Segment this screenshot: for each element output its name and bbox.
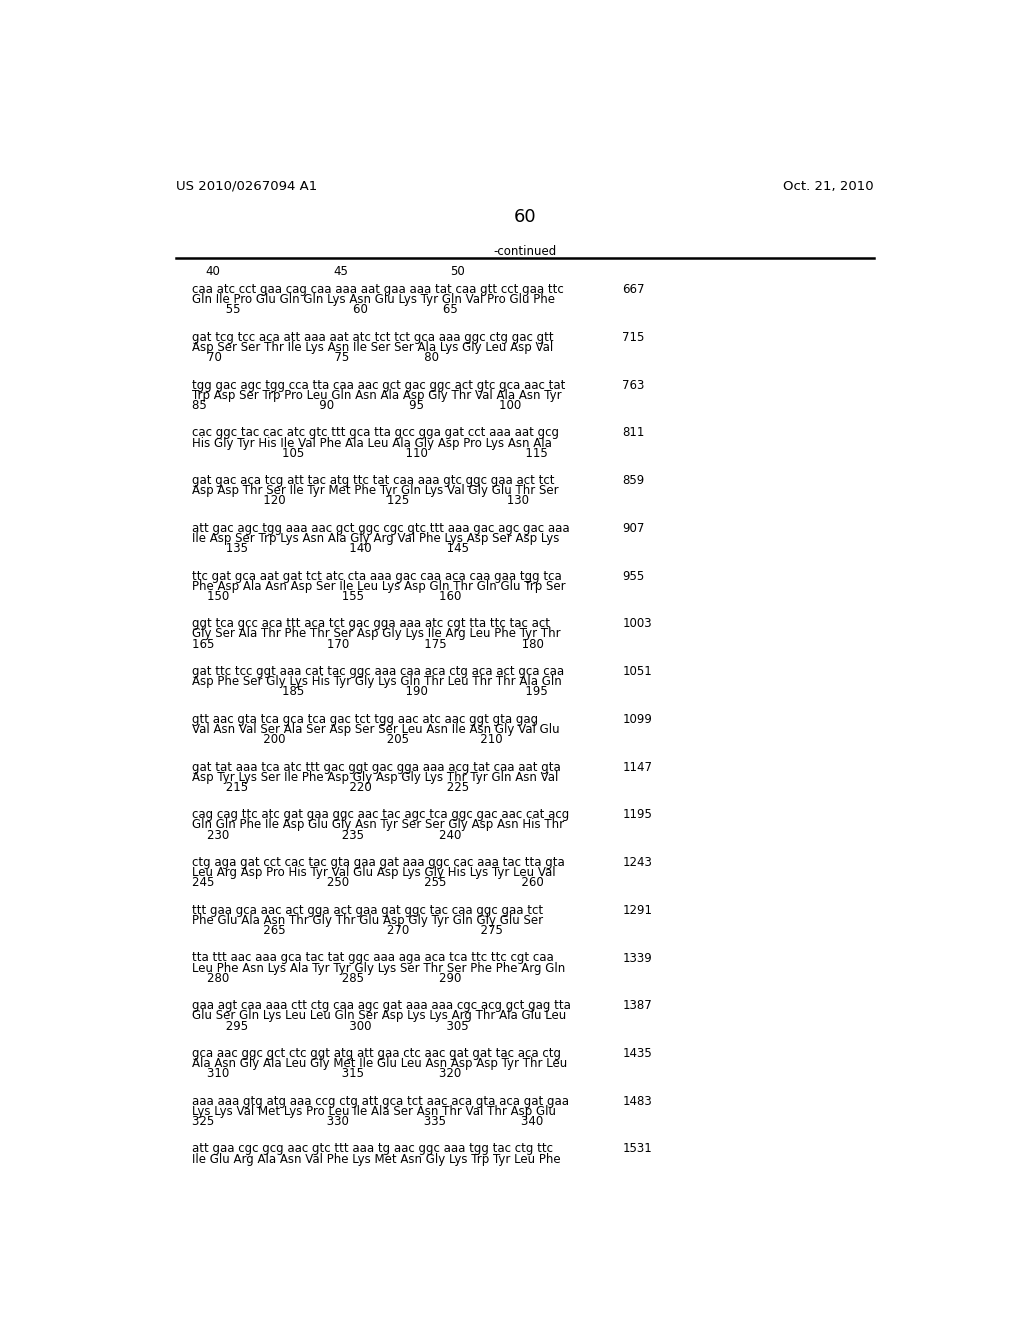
Text: 280                              285                    290: 280 285 290 [191, 972, 461, 985]
Text: 105                           110                          115: 105 110 115 [191, 446, 547, 459]
Text: 907: 907 [623, 521, 645, 535]
Text: ctg aga gat cct cac tac gta gaa gat aaa ggc cac aaa tac tta gta: ctg aga gat cct cac tac gta gaa gat aaa … [191, 857, 564, 869]
Text: gaa agt caa aaa ctt ctg caa agc gat aaa aaa cgc acg gct gag tta: gaa agt caa aaa ctt ctg caa agc gat aaa … [191, 999, 570, 1012]
Text: Phe Glu Ala Asn Thr Gly Thr Glu Asp Gly Tyr Gln Gly Glu Ser: Phe Glu Ala Asn Thr Gly Thr Glu Asp Gly … [191, 913, 543, 927]
Text: Gly Ser Ala Thr Phe Thr Ser Asp Gly Lys Ile Arg Leu Phe Tyr Thr: Gly Ser Ala Thr Phe Thr Ser Asp Gly Lys … [191, 627, 560, 640]
Text: 40: 40 [206, 265, 220, 279]
Text: caa atc cct gaa cag caa aaa aat gaa aaa tat caa gtt cct gaa ttc: caa atc cct gaa cag caa aaa aat gaa aaa … [191, 284, 563, 296]
Text: 763: 763 [623, 379, 645, 392]
Text: Oct. 21, 2010: Oct. 21, 2010 [783, 180, 873, 193]
Text: 185                           190                          195: 185 190 195 [191, 685, 547, 698]
Text: Asp Ser Ser Thr Ile Lys Asn Ile Ser Ser Ala Lys Gly Leu Asp Val: Asp Ser Ser Thr Ile Lys Asn Ile Ser Ser … [191, 341, 553, 354]
Text: 1483: 1483 [623, 1094, 652, 1107]
Text: tgg gac agc tgg cca tta caa aac gct gac ggc act gtc gca aac tat: tgg gac agc tgg cca tta caa aac gct gac … [191, 379, 565, 392]
Text: US 2010/0267094 A1: US 2010/0267094 A1 [176, 180, 317, 193]
Text: Asp Asp Thr Ser Ile Tyr Met Phe Tyr Gln Lys Val Gly Glu Thr Ser: Asp Asp Thr Ser Ile Tyr Met Phe Tyr Gln … [191, 484, 558, 498]
Text: Ile Glu Arg Ala Asn Val Phe Lys Met Asn Gly Lys Trp Tyr Leu Phe: Ile Glu Arg Ala Asn Val Phe Lys Met Asn … [191, 1152, 560, 1166]
Text: Glu Ser Gln Lys Leu Leu Gln Ser Asp Lys Lys Arg Thr Ala Glu Leu: Glu Ser Gln Lys Leu Leu Gln Ser Asp Lys … [191, 1010, 566, 1023]
Text: Ala Asn Gly Ala Leu Gly Met Ile Glu Leu Asn Asp Asp Tyr Thr Leu: Ala Asn Gly Ala Leu Gly Met Ile Glu Leu … [191, 1057, 567, 1071]
Text: 1243: 1243 [623, 857, 652, 869]
Text: 1291: 1291 [623, 904, 652, 917]
Text: 1387: 1387 [623, 999, 652, 1012]
Text: cag cag ttc atc gat gaa ggc aac tac agc tca ggc gac aac cat acg: cag cag ttc atc gat gaa ggc aac tac agc … [191, 808, 568, 821]
Text: 1147: 1147 [623, 760, 652, 774]
Text: Lys Lys Val Met Lys Pro Leu Ile Ala Ser Asn Thr Val Thr Asp Glu: Lys Lys Val Met Lys Pro Leu Ile Ala Ser … [191, 1105, 556, 1118]
Text: 1099: 1099 [623, 713, 652, 726]
Text: 230                              235                    240: 230 235 240 [191, 829, 461, 842]
Text: cac ggc tac cac atc gtc ttt gca tta gcc gga gat cct aaa aat gcg: cac ggc tac cac atc gtc ttt gca tta gcc … [191, 426, 558, 440]
Text: 955: 955 [623, 570, 645, 582]
Text: gca aac ggc gct ctc ggt atg att gaa ctc aac gat gat tac aca ctg: gca aac ggc gct ctc ggt atg att gaa ctc … [191, 1047, 560, 1060]
Text: gat ttc tcc ggt aaa cat tac ggc aaa caa aca ctg aca act gca caa: gat ttc tcc ggt aaa cat tac ggc aaa caa … [191, 665, 563, 678]
Text: Leu Arg Asp Pro His Tyr Val Glu Asp Lys Gly His Lys Tyr Leu Val: Leu Arg Asp Pro His Tyr Val Glu Asp Lys … [191, 866, 555, 879]
Text: 295                           300                    305: 295 300 305 [191, 1019, 468, 1032]
Text: ttt gaa gca aac act gga act gaa gat ggc tac caa ggc gaa tct: ttt gaa gca aac act gga act gaa gat ggc … [191, 904, 543, 917]
Text: 70                              75                    80: 70 75 80 [191, 351, 438, 364]
Text: 215                           220                    225: 215 220 225 [191, 781, 469, 793]
Text: 1531: 1531 [623, 1143, 652, 1155]
Text: att gac agc tgg aaa aac gct ggc cgc gtc ttt aaa gac agc gac aaa: att gac agc tgg aaa aac gct ggc cgc gtc … [191, 521, 569, 535]
Text: 55                              60                    65: 55 60 65 [191, 304, 458, 317]
Text: gat gac aca tcg att tac atg ttc tat caa aaa gtc ggc gaa act tct: gat gac aca tcg att tac atg ttc tat caa … [191, 474, 554, 487]
Text: Gln Ile Pro Glu Gln Gln Lys Asn Glu Lys Tyr Gln Val Pro Glu Phe: Gln Ile Pro Glu Gln Gln Lys Asn Glu Lys … [191, 293, 555, 306]
Text: 1003: 1003 [623, 618, 652, 631]
Text: aaa aaa gtg atg aaa ccg ctg att gca tct aac aca gta aca gat gaa: aaa aaa gtg atg aaa ccg ctg att gca tct … [191, 1094, 568, 1107]
Text: -continued: -continued [494, 246, 556, 259]
Text: gat tcg tcc aca att aaa aat atc tct tct gca aaa ggc ctg gac gtt: gat tcg tcc aca att aaa aat atc tct tct … [191, 331, 553, 345]
Text: Phe Asp Ala Asn Asp Ser Ile Leu Lys Asp Gln Thr Gln Glu Trp Ser: Phe Asp Ala Asn Asp Ser Ile Leu Lys Asp … [191, 579, 565, 593]
Text: Leu Phe Asn Lys Ala Tyr Tyr Gly Lys Ser Thr Ser Phe Phe Arg Gln: Leu Phe Asn Lys Ala Tyr Tyr Gly Lys Ser … [191, 962, 565, 974]
Text: 265                           270                   275: 265 270 275 [191, 924, 503, 937]
Text: 325                              330                    335                    3: 325 330 335 3 [191, 1115, 543, 1129]
Text: 310                              315                    320: 310 315 320 [191, 1068, 461, 1080]
Text: 811: 811 [623, 426, 645, 440]
Text: att gaa cgc gcg aac gtc ttt aaa tg aac ggc aaa tgg tac ctg ttc: att gaa cgc gcg aac gtc ttt aaa tg aac g… [191, 1143, 553, 1155]
Text: 1339: 1339 [623, 952, 652, 965]
Text: gat tat aaa tca atc ttt gac ggt gac gga aaa acg tat caa aat gta: gat tat aaa tca atc ttt gac ggt gac gga … [191, 760, 560, 774]
Text: 1195: 1195 [623, 808, 652, 821]
Text: Gln Gln Phe Ile Asp Glu Gly Asn Tyr Ser Ser Gly Asp Asn His Thr: Gln Gln Phe Ile Asp Glu Gly Asn Tyr Ser … [191, 818, 563, 832]
Text: Val Asn Val Ser Ala Ser Asp Ser Ser Leu Asn Ile Asn Gly Val Glu: Val Asn Val Ser Ala Ser Asp Ser Ser Leu … [191, 723, 559, 737]
Text: 859: 859 [623, 474, 645, 487]
Text: 60: 60 [513, 209, 537, 227]
Text: 1051: 1051 [623, 665, 652, 678]
Text: 85                              90                    95                    100: 85 90 95 100 [191, 399, 521, 412]
Text: 715: 715 [623, 331, 645, 345]
Text: 135                           140                    145: 135 140 145 [191, 543, 469, 556]
Text: 45: 45 [334, 265, 348, 279]
Text: 150                              155                    160: 150 155 160 [191, 590, 461, 603]
Text: 120                           125                          130: 120 125 130 [191, 495, 528, 507]
Text: 245                              250                    255                    2: 245 250 255 2 [191, 876, 544, 890]
Text: gtt aac gta tca gca tca gac tct tgg aac atc aac ggt gta gag: gtt aac gta tca gca tca gac tct tgg aac … [191, 713, 538, 726]
Text: Asp Phe Ser Gly Lys His Tyr Gly Lys Gln Thr Leu Thr Thr Ala Gln: Asp Phe Ser Gly Lys His Tyr Gly Lys Gln … [191, 676, 561, 688]
Text: ttc gat gca aat gat tct atc cta aaa gac caa aca caa gaa tgg tca: ttc gat gca aat gat tct atc cta aaa gac … [191, 570, 561, 582]
Text: tta ttt aac aaa gca tac tat ggc aaa aga aca tca ttc ttc cgt caa: tta ttt aac aaa gca tac tat ggc aaa aga … [191, 952, 553, 965]
Text: Asp Tyr Lys Ser Ile Phe Asp Gly Asp Gly Lys Thr Tyr Gln Asn Val: Asp Tyr Lys Ser Ile Phe Asp Gly Asp Gly … [191, 771, 558, 784]
Text: 50: 50 [451, 265, 465, 279]
Text: 1435: 1435 [623, 1047, 652, 1060]
Text: 667: 667 [623, 284, 645, 296]
Text: His Gly Tyr His Ile Val Phe Ala Leu Ala Gly Asp Pro Lys Asn Ala: His Gly Tyr His Ile Val Phe Ala Leu Ala … [191, 437, 552, 450]
Text: Trp Asp Ser Trp Pro Leu Gln Asn Ala Asp Gly Thr Val Ala Asn Tyr: Trp Asp Ser Trp Pro Leu Gln Asn Ala Asp … [191, 389, 561, 401]
Text: Ile Asp Ser Trp Lys Asn Ala Gly Arg Val Phe Lys Asp Ser Asp Lys: Ile Asp Ser Trp Lys Asn Ala Gly Arg Val … [191, 532, 559, 545]
Text: ggt tca gcc aca ttt aca tct gac gga aaa atc cgt tta ttc tac act: ggt tca gcc aca ttt aca tct gac gga aaa … [191, 618, 550, 631]
Text: 165                              170                    175                    1: 165 170 175 1 [191, 638, 544, 651]
Text: 200                           205                   210: 200 205 210 [191, 733, 502, 746]
